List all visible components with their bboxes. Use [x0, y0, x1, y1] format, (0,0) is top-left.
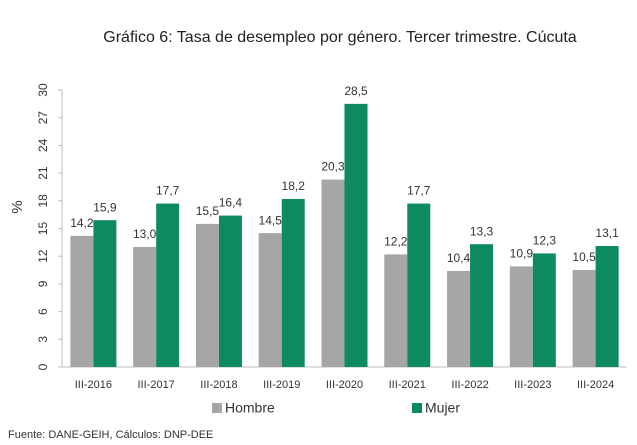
bar — [70, 235, 94, 367]
y-tick-label: 6 — [36, 308, 50, 315]
bar — [595, 246, 619, 367]
value-label: 28,5 — [344, 84, 368, 98]
y-tick-label: 24 — [36, 138, 50, 152]
value-label: 15,5 — [196, 204, 220, 218]
y-tick-label: 27 — [36, 111, 50, 125]
legend-label: Mujer — [425, 400, 460, 416]
y-tick-label: 9 — [36, 280, 50, 287]
value-label: 16,4 — [219, 196, 243, 210]
value-label: 12,3 — [533, 234, 557, 248]
x-tick-label: III-2017 — [138, 379, 175, 391]
value-label: 10,4 — [447, 251, 471, 265]
chart-title: Gráfico 6: Tasa de desempleo por género.… — [103, 29, 577, 46]
y-tick-label: 21 — [36, 166, 50, 180]
value-label: 12,2 — [384, 235, 408, 249]
x-tick-label: III-2021 — [389, 379, 426, 391]
value-label: 20,3 — [321, 160, 345, 174]
bar — [384, 254, 408, 367]
bar — [218, 215, 242, 367]
value-label: 10,9 — [510, 247, 534, 261]
source: Fuente: DANE-GEIH, Cálculos: DNP-DEE — [8, 429, 213, 441]
bar — [93, 220, 117, 367]
x-tick-label: III-2023 — [514, 379, 551, 391]
y-axis-label: % — [9, 200, 26, 213]
value-label: 14,2 — [70, 216, 94, 230]
legend-swatch — [212, 403, 222, 413]
bar — [532, 253, 556, 367]
value-label: 13,3 — [470, 224, 494, 238]
value-label: 17,7 — [156, 184, 180, 198]
legend-swatch — [412, 403, 422, 413]
bar — [344, 103, 368, 367]
value-label: 17,7 — [407, 184, 431, 198]
bar — [195, 223, 219, 367]
x-tick-label: III-2020 — [326, 379, 363, 391]
value-label: 14,5 — [259, 213, 283, 227]
y-tick-label: 0 — [36, 363, 50, 370]
value-label: 10,5 — [572, 250, 596, 264]
x-tick-label: III-2018 — [200, 379, 237, 391]
y-tick-label: 30 — [36, 83, 50, 97]
x-tick-label: III-2022 — [451, 379, 488, 391]
x-tick-label: III-2016 — [75, 379, 112, 391]
bar — [509, 266, 533, 367]
bar — [281, 198, 305, 367]
value-label: 13,0 — [133, 227, 157, 241]
bar — [572, 270, 596, 367]
bar — [321, 179, 345, 367]
bar — [447, 270, 471, 367]
x-tick-label: III-2019 — [263, 379, 300, 391]
y-tick-label: 18 — [36, 194, 50, 208]
y-tick-label: 3 — [36, 336, 50, 343]
legend-label: Hombre — [225, 400, 275, 416]
value-label: 18,2 — [282, 179, 306, 193]
bar — [407, 203, 431, 367]
bar — [258, 233, 282, 367]
bar — [133, 246, 157, 367]
value-label: 13,1 — [595, 226, 619, 240]
x-tick-label: III-2024 — [577, 379, 614, 391]
y-tick-label: 15 — [36, 222, 50, 236]
bar — [156, 203, 180, 367]
value-label: 15,9 — [93, 200, 117, 214]
bar — [470, 244, 494, 367]
y-tick-label: 12 — [36, 249, 50, 263]
